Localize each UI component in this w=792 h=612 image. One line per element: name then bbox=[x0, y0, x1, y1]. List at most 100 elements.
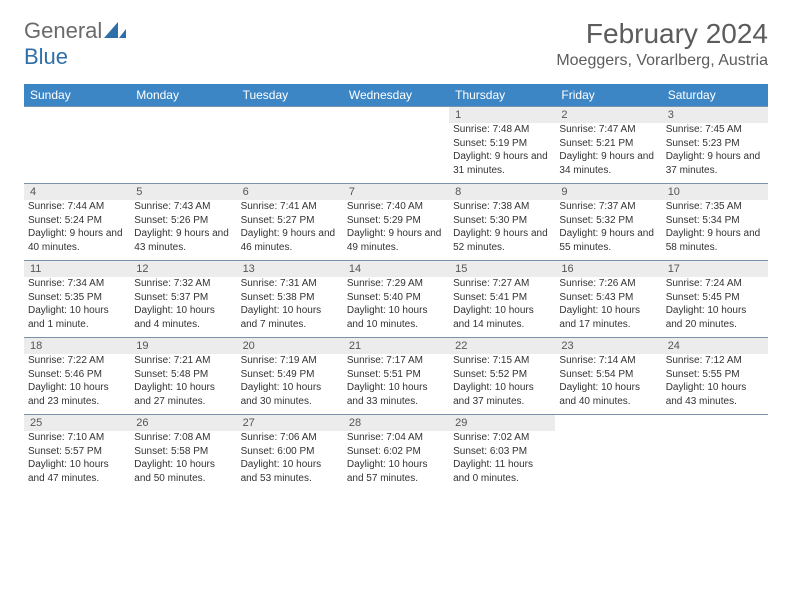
day-number-cell: 26 bbox=[130, 415, 236, 432]
day-info-cell bbox=[555, 431, 661, 491]
day-number-cell bbox=[24, 107, 130, 124]
sunset-text: Sunset: 5:34 PM bbox=[666, 214, 764, 228]
day-number-cell: 2 bbox=[555, 107, 661, 124]
location-text: Moeggers, Vorarlberg, Austria bbox=[556, 52, 768, 70]
sunset-text: Sunset: 6:03 PM bbox=[453, 445, 551, 459]
day-number-cell: 17 bbox=[662, 261, 768, 278]
day-number-cell: 5 bbox=[130, 184, 236, 201]
day-info-cell: Sunrise: 7:19 AMSunset: 5:49 PMDaylight:… bbox=[237, 354, 343, 415]
daylight-text: Daylight: 10 hours and 37 minutes. bbox=[453, 381, 551, 408]
day-info-cell bbox=[237, 123, 343, 184]
daylight-text: Daylight: 10 hours and 4 minutes. bbox=[134, 304, 232, 331]
dow-header-cell: Monday bbox=[130, 84, 236, 107]
day-info-cell: Sunrise: 7:37 AMSunset: 5:32 PMDaylight:… bbox=[555, 200, 661, 261]
day-info-cell: Sunrise: 7:43 AMSunset: 5:26 PMDaylight:… bbox=[130, 200, 236, 261]
sunrise-text: Sunrise: 7:38 AM bbox=[453, 200, 551, 214]
sunrise-text: Sunrise: 7:41 AM bbox=[241, 200, 339, 214]
day-info-cell: Sunrise: 7:22 AMSunset: 5:46 PMDaylight:… bbox=[24, 354, 130, 415]
daylight-text: Daylight: 10 hours and 17 minutes. bbox=[559, 304, 657, 331]
day-info-cell: Sunrise: 7:21 AMSunset: 5:48 PMDaylight:… bbox=[130, 354, 236, 415]
day-number-cell bbox=[130, 107, 236, 124]
sunset-text: Sunset: 5:30 PM bbox=[453, 214, 551, 228]
daylight-text: Daylight: 10 hours and 7 minutes. bbox=[241, 304, 339, 331]
day-number-cell: 22 bbox=[449, 338, 555, 355]
day-number-cell bbox=[662, 415, 768, 432]
day-info-cell: Sunrise: 7:38 AMSunset: 5:30 PMDaylight:… bbox=[449, 200, 555, 261]
sunset-text: Sunset: 5:38 PM bbox=[241, 291, 339, 305]
brand-logo: General Blue bbox=[24, 18, 126, 70]
day-info-cell: Sunrise: 7:41 AMSunset: 5:27 PMDaylight:… bbox=[237, 200, 343, 261]
sunrise-text: Sunrise: 7:37 AM bbox=[559, 200, 657, 214]
sunset-text: Sunset: 5:40 PM bbox=[347, 291, 445, 305]
dow-header-cell: Tuesday bbox=[237, 84, 343, 107]
sunrise-text: Sunrise: 7:24 AM bbox=[666, 277, 764, 291]
sunrise-text: Sunrise: 7:29 AM bbox=[347, 277, 445, 291]
daylight-text: Daylight: 10 hours and 40 minutes. bbox=[559, 381, 657, 408]
brand-text: General Blue bbox=[24, 18, 126, 70]
day-number-cell bbox=[237, 107, 343, 124]
day-number-cell: 8 bbox=[449, 184, 555, 201]
daylight-text: Daylight: 9 hours and 34 minutes. bbox=[559, 150, 657, 177]
sunrise-text: Sunrise: 7:06 AM bbox=[241, 431, 339, 445]
day-info-cell: Sunrise: 7:14 AMSunset: 5:54 PMDaylight:… bbox=[555, 354, 661, 415]
day-number-cell: 27 bbox=[237, 415, 343, 432]
daylight-text: Daylight: 9 hours and 52 minutes. bbox=[453, 227, 551, 254]
sunrise-text: Sunrise: 7:02 AM bbox=[453, 431, 551, 445]
dow-header-cell: Saturday bbox=[662, 84, 768, 107]
sunrise-text: Sunrise: 7:21 AM bbox=[134, 354, 232, 368]
sunset-text: Sunset: 5:23 PM bbox=[666, 137, 764, 151]
day-number-cell: 15 bbox=[449, 261, 555, 278]
dow-header-cell: Wednesday bbox=[343, 84, 449, 107]
sunset-text: Sunset: 5:43 PM bbox=[559, 291, 657, 305]
month-title: February 2024 bbox=[556, 18, 768, 50]
sunset-text: Sunset: 5:52 PM bbox=[453, 368, 551, 382]
dow-header-row: SundayMondayTuesdayWednesdayThursdayFrid… bbox=[24, 84, 768, 107]
daylight-text: Daylight: 10 hours and 33 minutes. bbox=[347, 381, 445, 408]
day-number-cell: 11 bbox=[24, 261, 130, 278]
sunset-text: Sunset: 6:00 PM bbox=[241, 445, 339, 459]
day-info-cell bbox=[130, 123, 236, 184]
sunrise-text: Sunrise: 7:19 AM bbox=[241, 354, 339, 368]
sunset-text: Sunset: 5:48 PM bbox=[134, 368, 232, 382]
sunset-text: Sunset: 5:55 PM bbox=[666, 368, 764, 382]
sunrise-text: Sunrise: 7:35 AM bbox=[666, 200, 764, 214]
daylight-text: Daylight: 10 hours and 14 minutes. bbox=[453, 304, 551, 331]
day-info-cell: Sunrise: 7:31 AMSunset: 5:38 PMDaylight:… bbox=[237, 277, 343, 338]
sunrise-text: Sunrise: 7:43 AM bbox=[134, 200, 232, 214]
day-number-cell: 21 bbox=[343, 338, 449, 355]
day-info-cell: Sunrise: 7:48 AMSunset: 5:19 PMDaylight:… bbox=[449, 123, 555, 184]
logo-sail-icon bbox=[104, 18, 126, 34]
daylight-text: Daylight: 10 hours and 50 minutes. bbox=[134, 458, 232, 485]
daylight-text: Daylight: 10 hours and 47 minutes. bbox=[28, 458, 126, 485]
day-info-row: Sunrise: 7:10 AMSunset: 5:57 PMDaylight:… bbox=[24, 431, 768, 491]
sunrise-text: Sunrise: 7:40 AM bbox=[347, 200, 445, 214]
daylight-text: Daylight: 10 hours and 20 minutes. bbox=[666, 304, 764, 331]
day-number-cell: 18 bbox=[24, 338, 130, 355]
day-number-cell: 28 bbox=[343, 415, 449, 432]
day-info-cell: Sunrise: 7:15 AMSunset: 5:52 PMDaylight:… bbox=[449, 354, 555, 415]
day-number-cell: 1 bbox=[449, 107, 555, 124]
day-info-row: Sunrise: 7:22 AMSunset: 5:46 PMDaylight:… bbox=[24, 354, 768, 415]
sunset-text: Sunset: 5:29 PM bbox=[347, 214, 445, 228]
day-info-cell: Sunrise: 7:34 AMSunset: 5:35 PMDaylight:… bbox=[24, 277, 130, 338]
sunrise-text: Sunrise: 7:15 AM bbox=[453, 354, 551, 368]
day-number-row: 45678910 bbox=[24, 184, 768, 201]
sunset-text: Sunset: 5:37 PM bbox=[134, 291, 232, 305]
day-info-cell: Sunrise: 7:27 AMSunset: 5:41 PMDaylight:… bbox=[449, 277, 555, 338]
daylight-text: Daylight: 10 hours and 27 minutes. bbox=[134, 381, 232, 408]
daylight-text: Daylight: 10 hours and 30 minutes. bbox=[241, 381, 339, 408]
day-number-row: 123 bbox=[24, 107, 768, 124]
sunrise-text: Sunrise: 7:22 AM bbox=[28, 354, 126, 368]
day-number-cell: 3 bbox=[662, 107, 768, 124]
day-info-cell: Sunrise: 7:32 AMSunset: 5:37 PMDaylight:… bbox=[130, 277, 236, 338]
daylight-text: Daylight: 9 hours and 55 minutes. bbox=[559, 227, 657, 254]
sunset-text: Sunset: 5:27 PM bbox=[241, 214, 339, 228]
sunset-text: Sunset: 5:24 PM bbox=[28, 214, 126, 228]
day-info-cell: Sunrise: 7:40 AMSunset: 5:29 PMDaylight:… bbox=[343, 200, 449, 261]
day-info-cell: Sunrise: 7:24 AMSunset: 5:45 PMDaylight:… bbox=[662, 277, 768, 338]
day-info-row: Sunrise: 7:48 AMSunset: 5:19 PMDaylight:… bbox=[24, 123, 768, 184]
daylight-text: Daylight: 11 hours and 0 minutes. bbox=[453, 458, 551, 485]
day-info-row: Sunrise: 7:44 AMSunset: 5:24 PMDaylight:… bbox=[24, 200, 768, 261]
dow-header-cell: Sunday bbox=[24, 84, 130, 107]
daylight-text: Daylight: 10 hours and 53 minutes. bbox=[241, 458, 339, 485]
